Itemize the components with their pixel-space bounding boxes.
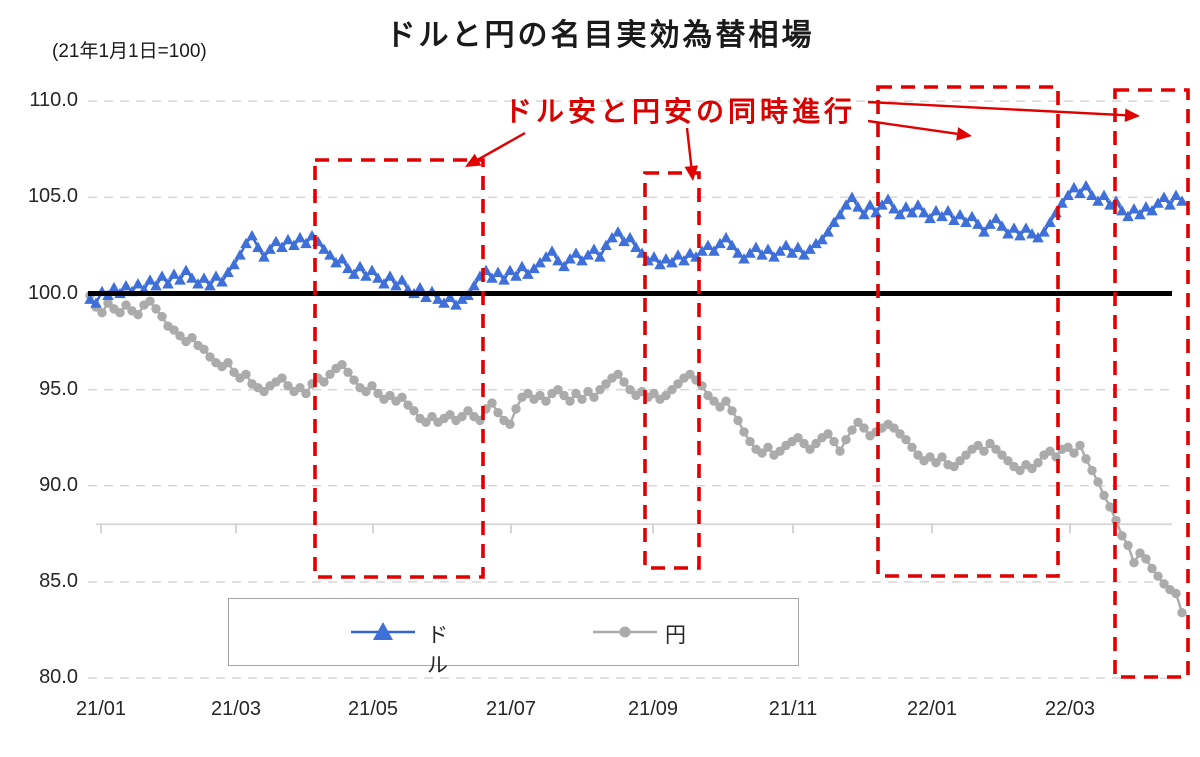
- highlight-box: [643, 171, 701, 570]
- dollar-legend-swatch: [351, 622, 415, 640]
- x-axis-label: 21/07: [485, 698, 537, 720]
- legend-label-dollar: ドル: [427, 624, 448, 677]
- y-axis-label: 85.0: [39, 569, 78, 592]
- y-axis-label: 95.0: [39, 377, 78, 400]
- y-axis-label: 100.0: [27, 281, 78, 304]
- annotation-arrow: [867, 100, 1140, 123]
- gridlines: [88, 100, 1172, 679]
- x-axis-label: 22/03: [1044, 698, 1096, 720]
- y-axis-label: 80.0: [39, 666, 78, 689]
- x-axis-label: 21/11: [768, 698, 818, 720]
- highlight-box: [1113, 88, 1190, 679]
- x-axis-label: 21/01: [75, 698, 127, 720]
- yen-legend-swatch: [593, 626, 657, 638]
- annotation-arrow: [684, 127, 699, 181]
- chart-title: ドルと円の名目実効為替相場: [385, 19, 815, 52]
- legend-box: ドル 円: [228, 598, 799, 677]
- legend-label-yen: 円: [665, 624, 686, 647]
- series-yen: [85, 290, 1187, 618]
- y-axis-label: 110.0: [29, 89, 78, 112]
- y-axis-label: 105.0: [27, 185, 78, 208]
- index-note: (21年1月1日=100): [52, 41, 207, 62]
- annotation-text: ドル安と円安の同時進行: [504, 96, 857, 127]
- highlight-box: [313, 158, 485, 579]
- highlight-box: [876, 85, 1060, 578]
- x-axis-label: 21/09: [627, 698, 679, 720]
- x-axis-label: 22/01: [906, 698, 958, 720]
- y-axis-label: 90.0: [39, 473, 78, 496]
- series-dollar: [84, 180, 1188, 310]
- x-axis-label: 21/03: [210, 698, 262, 720]
- annotation-arrow: [465, 131, 526, 167]
- x-axis-label: 21/05: [347, 698, 399, 720]
- annotation-arrow: [867, 119, 972, 141]
- x-axis-line: [96, 523, 1172, 534]
